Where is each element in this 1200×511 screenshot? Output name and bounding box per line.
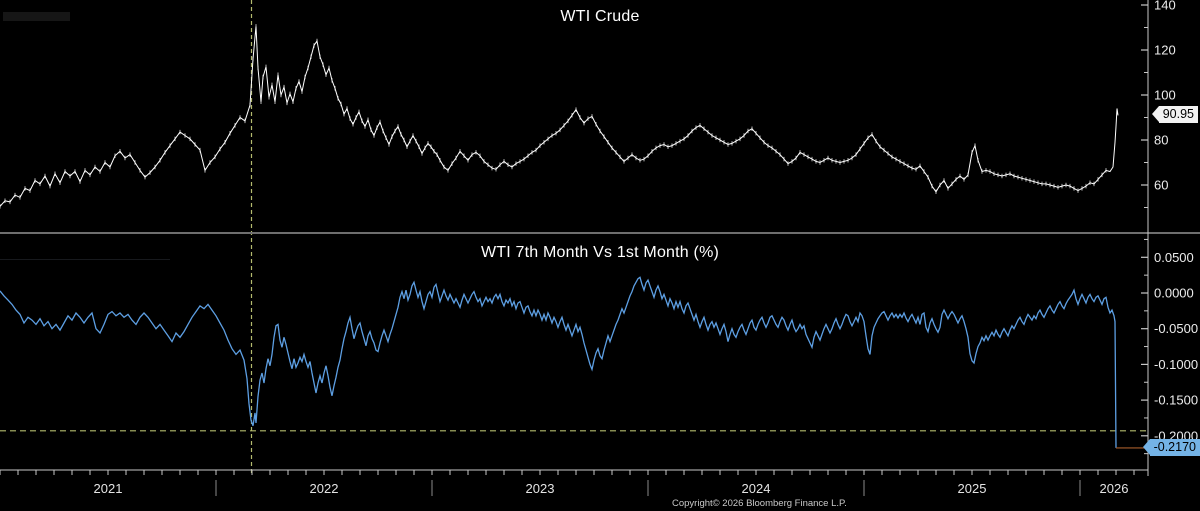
copyright-text: Copyright© 2026 Bloomberg Finance L.P. [672, 498, 847, 509]
x-year-label: 2023 [526, 481, 555, 496]
y-tick-label: -0.1000 [1154, 357, 1198, 372]
last-price-tag: 90.95 [1151, 106, 1198, 123]
dimmed-legend-line [0, 259, 170, 260]
dimmed-legend-box [3, 12, 70, 21]
spread-line-series [0, 276, 1117, 448]
price-line-series [0, 26, 1119, 207]
y-tick-label: 140 [1154, 0, 1176, 13]
last-price-value: 90.95 [1162, 107, 1194, 121]
y-tick-label: 100 [1154, 88, 1176, 103]
x-year-label: 2025 [958, 481, 987, 496]
top-panel-title: WTI Crude [560, 8, 640, 25]
x-year-label: 2021 [94, 481, 123, 496]
x-year-label: 2026 [1100, 481, 1129, 496]
y-tick-label: -0.0500 [1154, 321, 1198, 336]
x-year-label: 2022 [310, 481, 339, 496]
y-tick-label: 80 [1154, 133, 1168, 148]
y-tick-label: 0.0000 [1154, 286, 1194, 301]
last-spread-tag: -0.2170 [1142, 439, 1200, 456]
y-tick-label: 120 [1154, 43, 1176, 58]
bottom-panel-title: WTI 7th Month Vs 1st Month (%) [480, 244, 720, 261]
y-tick-label: -0.1500 [1154, 393, 1198, 408]
y-tick-label: 0.0500 [1154, 250, 1194, 265]
y-tick-label: 60 [1154, 178, 1168, 193]
last-spread-value: -0.2170 [1153, 440, 1196, 454]
tag-notch-icon [1142, 439, 1150, 455]
x-year-label: 2024 [742, 481, 771, 496]
tag-notch-icon [1151, 106, 1159, 122]
